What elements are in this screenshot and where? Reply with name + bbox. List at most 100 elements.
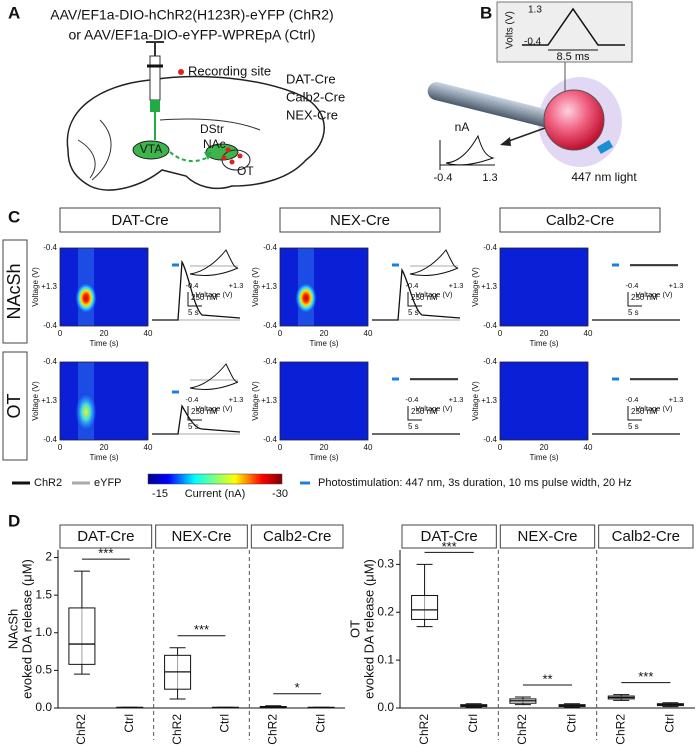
- x-tick-label: ChR2: [515, 714, 529, 745]
- arrow-head: [204, 152, 212, 160]
- axis-label: Voltage (V): [251, 381, 260, 421]
- cv-trace: [445, 134, 495, 166]
- y-tick-label: 0.3: [377, 557, 394, 571]
- x-tick-label: ChR2: [417, 714, 431, 745]
- time-tick: 40: [144, 329, 153, 338]
- y-tick-label: 0.0: [35, 700, 52, 714]
- trace: [152, 259, 241, 321]
- heatmap-frame: [279, 361, 369, 441]
- tick-label: 1.3: [482, 172, 497, 184]
- heatmap: [60, 362, 148, 440]
- scale-label: 250 nM: [191, 293, 218, 302]
- cv-tick: +1.3: [449, 281, 464, 290]
- region-label: DStr: [200, 122, 224, 136]
- group-header-box: [250, 524, 344, 549]
- group-header-box: [598, 524, 694, 549]
- tick-label: -0.4: [434, 172, 453, 184]
- axis-label: Time (s): [309, 339, 338, 348]
- heatmap: [280, 362, 368, 440]
- y-axis-label: NAcSh: [5, 609, 20, 649]
- scale-label: 250 nM: [411, 293, 438, 302]
- x-tick-label: ChR2: [170, 714, 184, 745]
- axis-label: Voltage (V): [31, 267, 40, 307]
- cv-tick: -0.4: [406, 281, 419, 290]
- row-header: OT: [4, 393, 24, 418]
- tick-label: -0.4: [524, 37, 542, 48]
- time-tick: 20: [540, 329, 549, 338]
- cv-tick: -0.4: [186, 395, 199, 404]
- column-header: DAT-Cre: [111, 212, 168, 229]
- column-header-box: [499, 207, 661, 233]
- cv-trace: [189, 249, 239, 277]
- trace: [372, 267, 461, 321]
- heatmap: [60, 248, 148, 326]
- scale-bar: [407, 292, 422, 307]
- axis-label: Voltage (V): [471, 267, 480, 307]
- group-header-box: [499, 524, 596, 549]
- axis-label: Voltage (V): [635, 404, 673, 413]
- axis-label: Time (s): [89, 453, 118, 462]
- cv-tick: -0.4: [626, 395, 639, 404]
- axis-label: Voltage (V): [415, 404, 453, 413]
- legend-text: Photostimulation: 447 nm, 3s duration, 1…: [318, 477, 632, 489]
- scale-label: 5 s: [408, 422, 419, 431]
- cv-tick: +1.3: [669, 281, 684, 290]
- legend-text: eYFP: [94, 477, 122, 489]
- recording-dot: [237, 153, 243, 159]
- time-tick: 40: [584, 329, 593, 338]
- voltage-tick: +1.3: [41, 396, 57, 405]
- panel-label: D: [8, 511, 20, 530]
- time-tick: 40: [584, 443, 593, 452]
- cre-line: Calb2-Cre: [286, 89, 345, 104]
- scale-bar: [187, 292, 202, 307]
- trace: [152, 404, 241, 435]
- group-header: DAT-Cre: [77, 528, 134, 545]
- scale-label: 250 nM: [631, 293, 658, 302]
- y-tick-label: 2: [45, 550, 52, 564]
- panel-label: B: [480, 3, 492, 22]
- column-header-box: [279, 207, 441, 233]
- scale-label: 5 s: [628, 308, 639, 317]
- recording-dot: [221, 155, 227, 161]
- x-tick-label: ChR2: [613, 714, 627, 745]
- axis-label: Time (s): [89, 339, 118, 348]
- x-tick-label: Ctrl: [218, 714, 232, 733]
- heatmap-peak: [295, 282, 317, 314]
- voltage-tick: -0.4: [43, 243, 57, 252]
- scale-label: 250 nM: [411, 407, 438, 416]
- scale-bar: [627, 292, 642, 307]
- cre-line: DAT-Cre: [286, 71, 336, 86]
- cv-tick: +1.3: [669, 395, 684, 404]
- b-arrow: [505, 127, 546, 143]
- heatmap-peak: [75, 282, 97, 314]
- width-label: 8.5 ms: [556, 51, 590, 63]
- voltage-tick: +1.3: [261, 396, 277, 405]
- waveform-inset: [496, 1, 633, 63]
- significance: ***: [194, 622, 209, 637]
- voltage-tick: -0.4: [483, 321, 497, 330]
- colorbar: [147, 473, 283, 485]
- column-header: NEX-Cre: [330, 212, 390, 229]
- construct-text: or AAV/EF1a-DIO-eYFP-WPREpA (Ctrl): [68, 27, 315, 43]
- voltage-tick: -0.4: [43, 321, 57, 330]
- voltage-tick: +1.3: [481, 282, 497, 291]
- axis-label: Voltage (V): [415, 290, 453, 299]
- cv-tick: -0.4: [186, 281, 199, 290]
- voltage-tick: -0.4: [483, 435, 497, 444]
- x-tick-label: Ctrl: [122, 714, 136, 733]
- axis-label: Voltage (V): [195, 290, 233, 299]
- scale-label: 5 s: [628, 422, 639, 431]
- voltage-tick: -0.4: [483, 243, 497, 252]
- colorbar-label: -15: [152, 488, 168, 500]
- significance: ***: [442, 539, 457, 554]
- voltage-tick: -0.4: [483, 357, 497, 366]
- syringe-barrel: [149, 55, 161, 101]
- brain-detail: [77, 118, 261, 181]
- voltage-tick: -0.4: [263, 435, 277, 444]
- x-tick-label: Ctrl: [663, 714, 677, 733]
- construct-text: AAV/EF1a-DIO-hChR2(H123R)-eYFP (ChR2): [50, 7, 333, 23]
- projection-arrow: [169, 151, 211, 163]
- column-header-box: [59, 207, 221, 233]
- heatmap-frame: [499, 361, 589, 441]
